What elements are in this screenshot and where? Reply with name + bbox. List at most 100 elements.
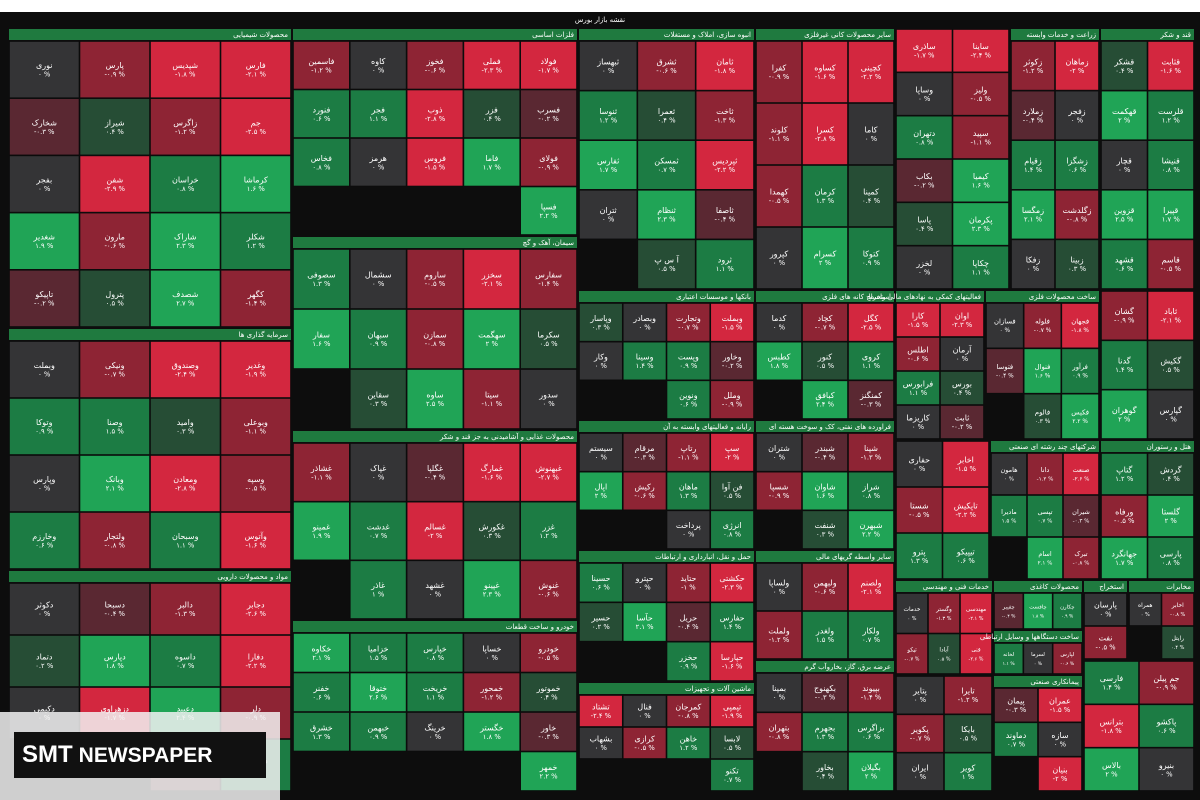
tile-symbol: کمنگنز (859, 390, 882, 400)
tile (896, 714, 944, 753)
tile-change: -۱.۳ % (937, 616, 952, 622)
tile (349, 369, 407, 429)
tile (349, 672, 407, 712)
tile-change: -۰.۵ % (1114, 517, 1135, 525)
tile-change: -۱.۴ % (538, 280, 559, 288)
tile-change: -۰.۳ % (861, 401, 882, 409)
tile (666, 510, 711, 549)
tile (9, 398, 80, 455)
tile-change: ۲.۲ % (1072, 419, 1088, 425)
tile (637, 140, 696, 190)
tile (9, 98, 80, 156)
tile-symbol: وآتوس (245, 531, 267, 541)
tile-symbol: پترو (912, 548, 926, 557)
tile-symbol: فخاس (311, 154, 332, 163)
tile (952, 29, 1009, 73)
tile-symbol: خساپا (482, 644, 501, 653)
sector-title: هتل و رستوران (1147, 443, 1192, 451)
tile (1147, 41, 1194, 91)
tile-symbol: سفارس (535, 271, 562, 280)
tile-change: -۱.۷ % (914, 52, 935, 60)
sector-title: مخابرات (1166, 583, 1191, 591)
tile (896, 633, 928, 674)
tile-symbol: هرمز (369, 154, 387, 163)
tile-change: -۰.۸ % (678, 712, 699, 720)
tile-symbol: شسپا (770, 483, 789, 492)
sector-title: سایر محصولات کانی غیرفلزی (804, 31, 891, 39)
tile-symbol: ولبهمن (813, 579, 836, 588)
tile-symbol: تپمپی (723, 703, 741, 712)
tile (994, 643, 1024, 674)
tile (79, 635, 150, 687)
tile-change: -۱.۵ % (908, 321, 929, 329)
tile (1011, 41, 1055, 91)
tile-change: -۰.۷ % (678, 323, 699, 331)
tile-symbol: سصوفی (307, 271, 336, 280)
tile-change: -۰.۸ % (1170, 612, 1185, 618)
tile-change: ۲.۲ % (862, 531, 881, 539)
tile-change: -۰.۸ % (104, 542, 125, 550)
tile (9, 41, 80, 99)
tile-change: ۰ % (38, 485, 51, 493)
tile-change: ۲ % (1118, 116, 1131, 124)
tile-symbol: داسوه (175, 653, 196, 662)
tile (666, 727, 711, 759)
tile (1101, 140, 1148, 190)
tile-symbol: حسینا (591, 574, 610, 583)
tile-change: -۰.۶ % (425, 66, 446, 74)
tile (756, 712, 802, 752)
tile (220, 212, 291, 270)
tile-change: -۱.۲ % (1023, 67, 1044, 75)
tile (756, 563, 802, 611)
tile (349, 309, 407, 369)
tile-symbol: کاوه (371, 57, 385, 66)
tile-symbol: سپید (973, 129, 989, 138)
tile-symbol: حریل (680, 614, 698, 623)
tile (986, 303, 1024, 349)
tile-symbol: لپارس (1060, 652, 1074, 658)
tile (952, 159, 1009, 203)
tile-change: ۰ % (542, 400, 555, 408)
tile-symbol: خپارس (423, 644, 446, 653)
tile-change: ۰.۴ % (540, 693, 559, 701)
tile (579, 341, 623, 381)
tile-symbol: خرینگ (424, 722, 445, 732)
tile (896, 202, 953, 246)
sector-header (756, 29, 894, 40)
tile-symbol: زفکا (1026, 256, 1041, 265)
tile (220, 269, 291, 327)
tile (940, 405, 984, 439)
tile-symbol: فارسی (1100, 674, 1124, 683)
tile (756, 227, 802, 289)
tile (756, 41, 802, 103)
tile (802, 673, 848, 713)
tile (349, 41, 407, 90)
tile-change: ۰ % (639, 584, 652, 592)
tile (1147, 140, 1194, 190)
tile-symbol: ساینا (973, 42, 990, 51)
tile-symbol: بزاگرس (858, 723, 885, 733)
tile-change: ۱.۱ % (909, 389, 928, 397)
tile-change: ۱ % (372, 591, 385, 599)
tile (756, 341, 802, 381)
tile-symbol: ولکار (861, 627, 879, 636)
tile (848, 165, 894, 227)
sector-header (756, 291, 894, 302)
tile (79, 398, 150, 455)
tile (1052, 643, 1082, 674)
tile-symbol: دکوثر (34, 601, 54, 610)
tile (848, 471, 894, 511)
tile-symbol: کارا (912, 312, 925, 321)
tile (1023, 643, 1053, 674)
tile (1101, 389, 1148, 439)
tile-change: -۱.۳ % (175, 610, 196, 618)
tile-change: -۰.۹ % (538, 163, 559, 171)
tile (406, 560, 464, 619)
sector-header (9, 29, 291, 40)
tile-symbol: سپ (725, 444, 739, 453)
tile (1147, 453, 1194, 495)
tile (9, 269, 80, 327)
tile-change: ۰.۹ % (35, 428, 54, 436)
tile-change: -۰.۳ % (1006, 706, 1027, 714)
tile-symbol: فاسمین (308, 57, 334, 66)
